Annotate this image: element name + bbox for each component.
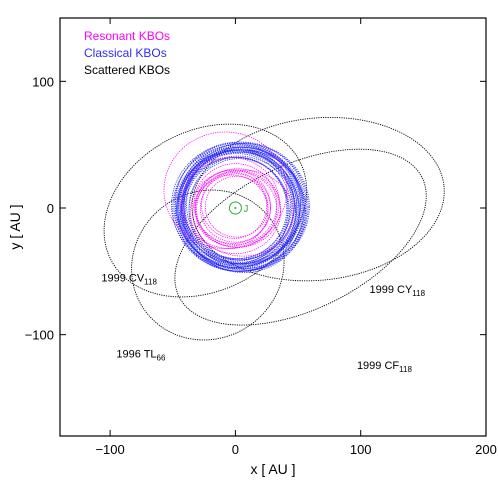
orbit-resonant-kbos-1: [194, 169, 271, 244]
annotation-1999-cf118: 1999 CF118: [357, 360, 413, 374]
x-tick-label: −100: [95, 442, 124, 457]
orbit-classical-kbos-20: [181, 142, 308, 273]
orbit-classical-kbos-23: [179, 155, 296, 268]
orbit-1999-cv118: [103, 123, 308, 298]
orbit-1999-cy118: [191, 116, 445, 282]
y-tick-label: −100: [25, 328, 54, 343]
legend-entry-resonant-kbos: Resonant KBOs: [84, 29, 170, 43]
orbit-classical-kbos-7: [174, 146, 304, 272]
orbit-classical-kbos-25: [171, 142, 303, 268]
orbit-resonant-kbos-8: [189, 169, 281, 254]
x-axis-label: x [ AU ]: [250, 461, 295, 477]
axis-ticks: −100 0 100 200 −100 0 100: [25, 18, 497, 457]
orbit-resonant-kbos-11: [192, 169, 294, 257]
orbit-classical-kbos-27: [182, 146, 304, 265]
orbit-resonant-kbos-7: [204, 175, 269, 238]
y-axis-label: y [ AU ]: [7, 204, 23, 249]
orbit-resonant-kbos-0: [199, 173, 271, 243]
orbit-resonant-kbos-10: [181, 156, 280, 249]
center-marker-label: J: [243, 204, 248, 215]
orbit-resonant-kbos-9: [163, 131, 288, 249]
annotation-1999-cy118: 1999 CY118: [369, 284, 425, 298]
center-marker-layer: J: [228, 201, 248, 215]
center-dot-marker: [234, 207, 237, 209]
orbit-resonant-kbos-4: [194, 168, 281, 248]
orbit-classical-kbos-29: [173, 141, 310, 272]
center-circle-marker: [228, 201, 242, 215]
plot-frame: [59, 17, 487, 437]
orbit-classical-kbos-21: [176, 150, 295, 266]
orbit-classical-kbos-8: [177, 143, 309, 271]
orbit-classical-kbos-17: [177, 144, 299, 270]
orbit-resonant-kbos-3: [201, 172, 268, 239]
legend-entry-classical-kbos: Classical KBOs: [84, 46, 167, 60]
y-tick-label: 0: [47, 201, 54, 216]
orbit-1996-tl66: [131, 189, 285, 341]
orbit-layer: [103, 116, 445, 341]
orbit-1999-cf118: [174, 148, 427, 326]
orbit-resonant-kbos-5: [194, 174, 269, 247]
orbit-classical-kbos-6: [178, 149, 293, 262]
orbit-classical-kbos-24: [186, 148, 295, 261]
orbit-annotations: 1999 CV118 1999 CY118 1996 TL66 1999 CF118: [101, 272, 425, 373]
orbit-classical-kbos-26: [188, 158, 290, 263]
annotation-1996-tl66: 1996 TL66: [116, 348, 166, 362]
x-tick-label: 200: [475, 442, 497, 457]
legend-entry-scattered-kbos: Scattered KBOs: [84, 63, 170, 77]
orbit-classical-kbos-28: [188, 156, 288, 260]
x-tick-label: 100: [350, 442, 372, 457]
legend: Resonant KBOs Classical KBOs Scattered KBO…: [84, 29, 170, 77]
annotation-1999-cv118: 1999 CV118: [101, 272, 157, 286]
orbit-classical-kbos-3: [179, 145, 301, 266]
orbit-classical-kbos-18: [183, 149, 298, 267]
x-tick-label: 0: [232, 442, 239, 457]
y-tick-label: 100: [32, 74, 54, 89]
